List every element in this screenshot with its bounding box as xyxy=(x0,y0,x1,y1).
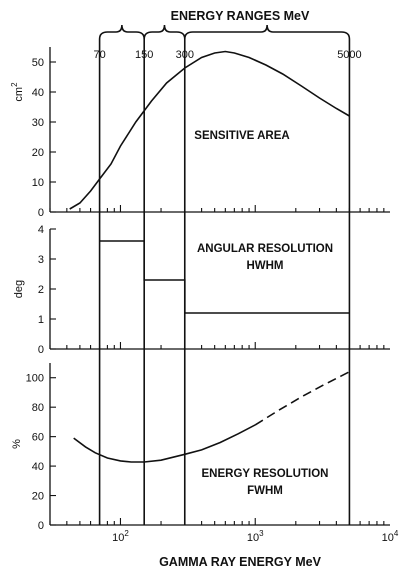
energy-range-label: 150 xyxy=(135,49,153,61)
angular-series-line-0 xyxy=(99,240,350,314)
energy-range-label: 300 xyxy=(176,49,194,61)
area-series-line-0 xyxy=(69,50,350,210)
energy-y-tick-label: 0 xyxy=(38,520,44,532)
area-y-tick-label: 20 xyxy=(32,147,44,159)
area-y-tick-label: 30 xyxy=(32,117,44,129)
energy-y-tick-label: 40 xyxy=(32,461,44,473)
chart-title: ENERGY RANGES MeV xyxy=(171,9,310,23)
energy-series-line-0 xyxy=(73,424,256,463)
angular-y-tick-label: 0 xyxy=(38,344,44,356)
angular-y-tick-label: 3 xyxy=(38,254,44,266)
angular-y-tick-label: 4 xyxy=(38,224,44,236)
energy-y-tick-label: 100 xyxy=(26,373,44,385)
range-brace-1 xyxy=(98,24,145,40)
x-tick-label: 104 xyxy=(382,529,399,544)
angular-annotation: HWHM xyxy=(246,260,283,272)
energy-y-tick-label: 80 xyxy=(32,402,44,414)
energy-y-tick-label: 60 xyxy=(32,432,44,444)
energy-series-line-1 xyxy=(254,371,350,426)
angular-annotation: ANGULAR RESOLUTION xyxy=(197,243,333,255)
energy-annotation: ENERGY RESOLUTION xyxy=(202,468,329,480)
x-tick-label: 103 xyxy=(247,529,264,544)
area-y-tick-label: 0 xyxy=(38,207,44,219)
range-brace-2 xyxy=(143,24,186,40)
energy-range-label: 5000 xyxy=(337,49,361,61)
area-annotation: SENSITIVE AREA xyxy=(194,130,289,142)
x-tick-label-exponent: 4 xyxy=(394,529,399,538)
x-tick-label-exponent: 3 xyxy=(259,529,264,538)
angular-y-tick-label: 2 xyxy=(38,284,44,296)
area-y-tick-label: 10 xyxy=(32,177,44,189)
energy-range-label: 70 xyxy=(93,49,105,61)
x-tick-label: 102 xyxy=(112,529,129,544)
energy-annotation: FWHM xyxy=(247,485,283,497)
energy-y-axis-label: % xyxy=(11,439,23,449)
area-y-tick-label: 50 xyxy=(32,57,44,69)
angular-y-tick-label: 1 xyxy=(38,314,44,326)
x-tick-label-exponent: 2 xyxy=(124,529,129,538)
x-axis-label: GAMMA RAY ENERGY MeV xyxy=(159,555,322,569)
area-y-axis-label: cm2 xyxy=(10,82,25,102)
angular-y-axis-label: deg xyxy=(13,280,25,298)
area-y-tick-label: 40 xyxy=(32,87,44,99)
area-y-axis-label-superscript: 2 xyxy=(10,82,19,87)
range-brace-3 xyxy=(183,24,351,40)
energy-y-tick-label: 20 xyxy=(32,491,44,503)
